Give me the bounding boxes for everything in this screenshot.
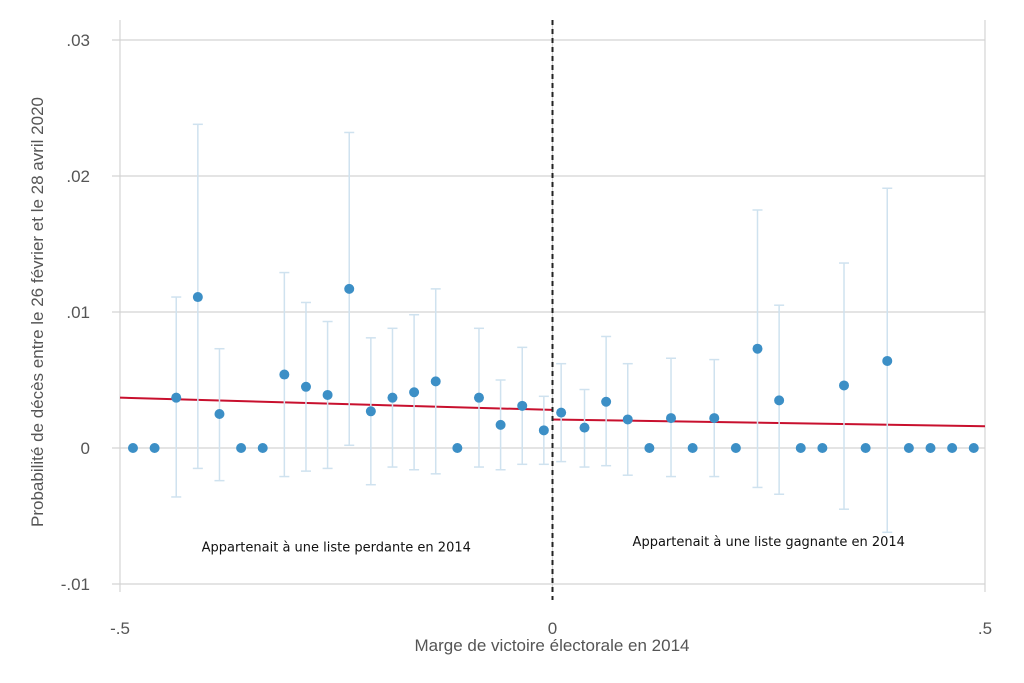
x-tick-label: .5 — [978, 619, 992, 638]
data-point — [409, 387, 420, 398]
data-point — [344, 283, 355, 294]
data-point — [968, 443, 979, 453]
annotation-label: Appartenait à une liste gagnante en 2014 — [633, 535, 905, 550]
data-point — [839, 380, 850, 391]
x-axis-title: Marge de victoire électorale en 2014 — [415, 636, 690, 655]
data-point — [214, 409, 225, 419]
data-point — [452, 443, 463, 453]
data-point — [795, 443, 806, 453]
data-point — [709, 413, 720, 424]
data-point — [730, 443, 741, 453]
data-point — [903, 443, 914, 453]
data-point — [925, 443, 936, 453]
data-point — [430, 376, 441, 387]
annotations: Appartenait à une liste perdante en 2014… — [202, 535, 905, 555]
data-point — [300, 381, 311, 392]
data-point — [257, 443, 268, 453]
data-point — [149, 443, 160, 453]
data-point — [860, 443, 871, 453]
confidence-intervals — [171, 123, 893, 534]
data-point — [127, 443, 138, 453]
y-axis-title: Probabilité de décès entre le 26 février… — [28, 97, 47, 527]
y-tick-label: .02 — [66, 167, 90, 186]
grid-lines — [112, 20, 986, 592]
data-point — [473, 392, 484, 403]
x-tick-labels: -.5 0 .5 — [110, 619, 992, 638]
fit-line — [119, 396, 553, 411]
data-point — [622, 414, 633, 425]
data-point — [947, 443, 958, 453]
data-point — [774, 395, 785, 406]
data-point — [601, 396, 612, 407]
fit-line — [552, 418, 986, 428]
y-tick-label: -.01 — [61, 575, 90, 594]
data-points — [127, 283, 979, 453]
data-point — [687, 443, 698, 453]
data-point — [236, 443, 247, 453]
data-point — [644, 443, 655, 453]
data-point — [365, 406, 376, 417]
y-tick-label: .01 — [66, 303, 90, 322]
data-point — [171, 392, 182, 403]
y-tick-label: 0 — [81, 439, 90, 458]
data-point — [192, 292, 203, 303]
data-point — [495, 419, 506, 430]
data-point — [556, 407, 567, 418]
data-point — [882, 355, 893, 366]
data-point — [538, 425, 549, 436]
data-point — [517, 400, 528, 411]
data-point — [579, 422, 590, 433]
y-tick-labels: -.01 0 .01 .02 .03 — [61, 31, 90, 594]
data-point — [279, 369, 290, 380]
x-tick-label: 0 — [548, 619, 557, 638]
data-point — [387, 392, 398, 403]
data-point — [752, 343, 763, 354]
x-tick-label: -.5 — [110, 619, 130, 638]
data-point — [666, 413, 677, 424]
data-point — [322, 389, 333, 400]
annotation-label: Appartenait à une liste perdante en 2014 — [202, 540, 471, 555]
data-point — [817, 443, 828, 453]
y-tick-label: .03 — [66, 31, 90, 50]
